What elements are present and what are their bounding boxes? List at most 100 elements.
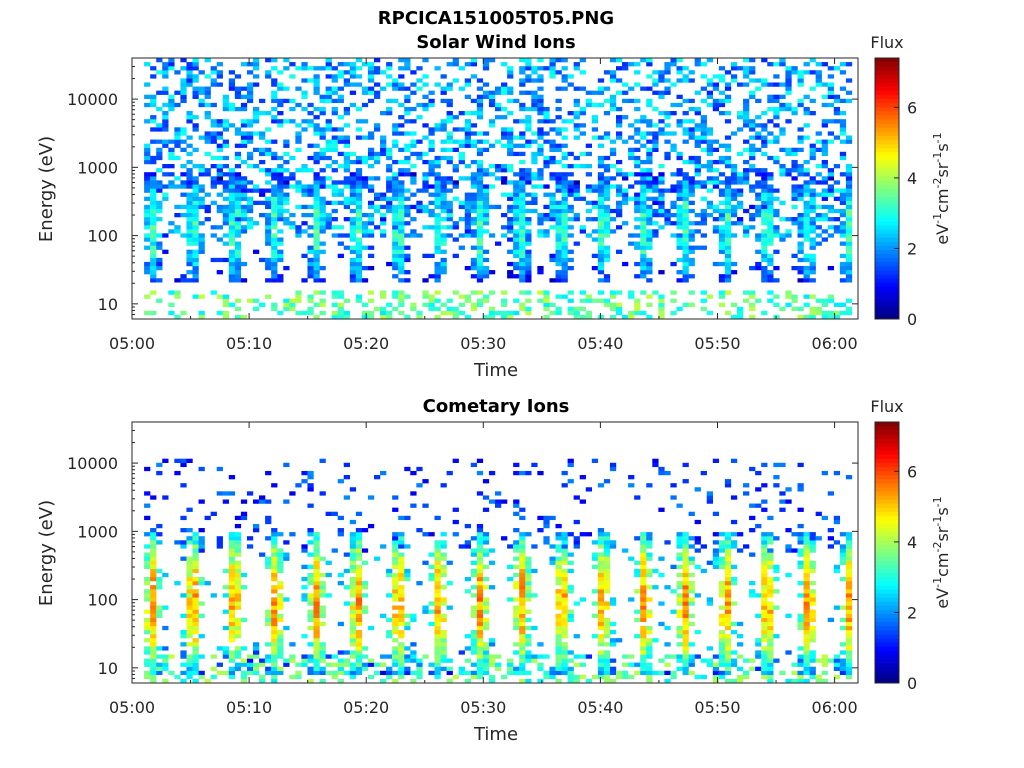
flux-cell [658, 200, 665, 206]
flux-cell [561, 278, 568, 283]
flux-cell [724, 638, 732, 643]
flux-cell [446, 98, 453, 104]
flux-cell [234, 572, 242, 578]
flux-cell [198, 204, 205, 210]
flux-cell [349, 670, 357, 676]
flux-cell [694, 164, 701, 169]
flux-cell [640, 168, 647, 173]
flux-cell [295, 294, 302, 299]
flux-cell [470, 62, 478, 67]
flux-cell [658, 74, 665, 79]
flux-cell [295, 123, 302, 128]
flux-cell [773, 229, 780, 234]
flux-cell [688, 188, 695, 193]
flux-cell [174, 139, 181, 144]
flux-cell [404, 515, 411, 521]
flux-cell [398, 102, 405, 108]
flux-cell [573, 540, 580, 545]
flux-cell [597, 532, 605, 537]
flux-cell [845, 225, 853, 230]
flux-cell [428, 609, 435, 614]
flux-cell [162, 249, 169, 254]
flux-cell [204, 131, 211, 136]
flux-cell [809, 70, 816, 75]
flux-cell [240, 86, 248, 91]
flux-cell [367, 662, 375, 667]
flux-cell [815, 164, 822, 169]
flux-cell [706, 499, 713, 504]
flux-cell [313, 597, 320, 602]
flux-cell [271, 188, 278, 193]
flux-cell [773, 265, 780, 271]
flux-cell [428, 552, 435, 557]
flux-cell [313, 204, 320, 210]
flux-cell [706, 597, 713, 602]
flux-cell [712, 106, 720, 112]
flux-cell [440, 642, 447, 647]
flux-cell [192, 66, 199, 71]
flux-cell [283, 98, 290, 104]
flux-cell [803, 257, 810, 263]
flux-cell [374, 670, 381, 676]
flux-cell [640, 159, 647, 165]
colorbar-swatch [875, 180, 899, 185]
flux-cell [761, 646, 768, 651]
flux-cell [380, 544, 387, 549]
flux-cell [434, 245, 441, 250]
flux-cell [706, 159, 713, 165]
flux-cell [380, 204, 387, 210]
flux-cell [210, 674, 217, 680]
flux-cell [367, 674, 375, 680]
flux-cell [682, 536, 689, 541]
flux-cell [603, 217, 611, 222]
flux-cell [839, 131, 847, 136]
flux-cell [216, 670, 223, 676]
flux-cell [712, 560, 720, 565]
flux-cell [380, 314, 387, 320]
flux-cell [192, 552, 199, 557]
flux-cell [561, 265, 568, 271]
flux-cell [186, 151, 193, 157]
flux-cell [603, 111, 611, 116]
flux-cell [749, 123, 756, 128]
flux-cell [367, 74, 375, 79]
flux-cell [234, 585, 242, 590]
flux-cell [186, 576, 193, 582]
flux-cell [277, 532, 284, 537]
flux-cell [797, 147, 804, 152]
flux-cell [240, 278, 248, 283]
flux-cell [374, 208, 381, 214]
flux-cell [652, 229, 659, 234]
flux-cell [749, 90, 756, 95]
flux-cell [845, 78, 853, 83]
flux-cell [537, 654, 544, 659]
flux-cell [555, 634, 562, 639]
flux-cell [579, 151, 586, 157]
flux-cell [325, 164, 332, 169]
flux-cell [271, 617, 278, 623]
flux-cell [730, 629, 738, 635]
flux-cell [676, 102, 683, 108]
flux-cell [470, 192, 478, 197]
colorbar-swatch [875, 159, 899, 165]
flux-cell [537, 229, 544, 234]
flux-cell [361, 314, 369, 320]
flux-cell [694, 519, 701, 525]
flux-cell [277, 257, 284, 263]
flux-cell [174, 70, 181, 75]
flux-cell [277, 597, 284, 602]
flux-cell [561, 221, 568, 226]
flux-cell [295, 135, 302, 140]
flux-cell [253, 499, 260, 504]
flux-cell [749, 503, 756, 508]
flux-cell [337, 302, 344, 307]
flux-cell [386, 106, 393, 112]
flux-cell [265, 196, 272, 201]
flux-cell [240, 180, 248, 185]
flux-cell [597, 208, 605, 214]
flux-cell [228, 221, 236, 226]
flux-cell [658, 90, 665, 95]
flux-cell [192, 581, 199, 586]
flux-cell [525, 200, 532, 206]
flux-cell [676, 233, 683, 238]
